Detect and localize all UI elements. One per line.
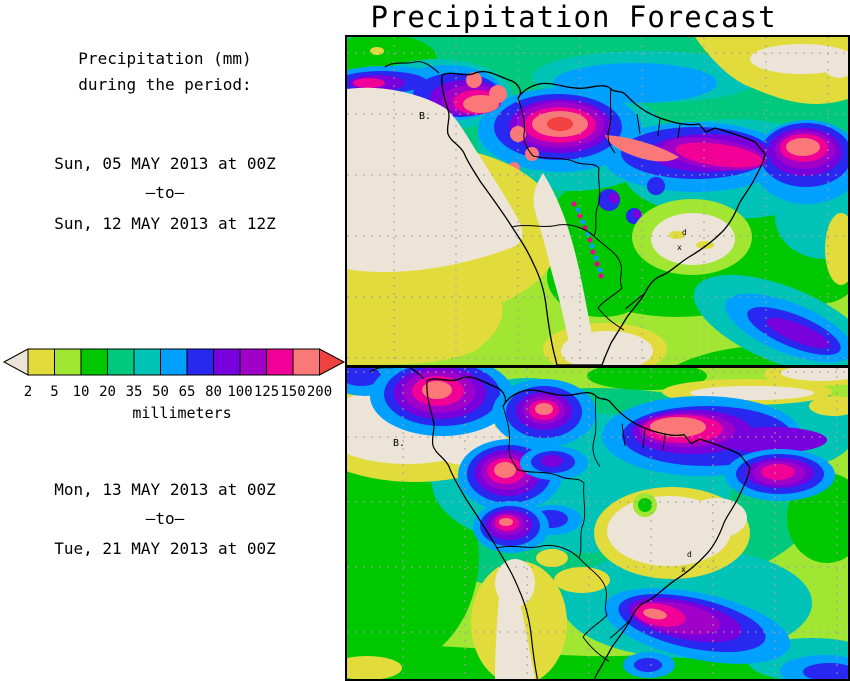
svg-text:150: 150 bbox=[280, 384, 305, 400]
svg-text:80: 80 bbox=[205, 384, 222, 400]
svg-text:100: 100 bbox=[227, 384, 252, 400]
svg-text:5: 5 bbox=[50, 384, 58, 400]
panel-heading-line2: during the period: bbox=[78, 75, 252, 94]
top-precip-field bbox=[347, 37, 848, 365]
page-title: Precipitation Forecast bbox=[370, 0, 777, 34]
legend-unit-label: millimeters bbox=[132, 404, 231, 422]
left-panel: Precipitation (mm) during the period: Su… bbox=[0, 0, 346, 681]
period2-start-date: Mon, 13 MAY 2013 at 00Z bbox=[54, 480, 276, 499]
svg-text:B.: B. bbox=[419, 111, 431, 122]
top-map-marks: B. d x bbox=[419, 111, 687, 252]
legend-tick-labels: 2 5 10 20 35 50 65 80 100 125 150 200 bbox=[24, 384, 332, 400]
legend-low-arrow bbox=[2, 348, 29, 376]
svg-text:x: x bbox=[681, 565, 686, 574]
svg-text:125: 125 bbox=[254, 384, 279, 400]
svg-text:65: 65 bbox=[179, 384, 196, 400]
top-map-week1: B. d x bbox=[345, 35, 850, 368]
svg-text:x: x bbox=[677, 243, 682, 252]
bottom-map-week2: B. d x bbox=[345, 368, 850, 681]
precipitation-color-scale: 2 5 10 20 35 50 65 80 100 125 150 200 mi… bbox=[2, 348, 346, 422]
top-coastline bbox=[384, 61, 766, 365]
svg-text:2: 2 bbox=[24, 384, 32, 400]
bottom-map-marks: B. d x bbox=[393, 438, 692, 574]
legend-high-arrow bbox=[319, 348, 346, 376]
period1-end-date: Sun, 12 MAY 2013 at 12Z bbox=[54, 214, 276, 233]
bottom-coastline bbox=[369, 368, 751, 679]
svg-text:20: 20 bbox=[99, 384, 116, 400]
svg-text:d: d bbox=[682, 228, 687, 237]
bottom-precip-field bbox=[347, 368, 848, 679]
period2-end-date: Tue, 21 MAY 2013 at 00Z bbox=[54, 539, 276, 558]
period1-start-date: Sun, 05 MAY 2013 at 00Z bbox=[54, 154, 276, 173]
svg-text:35: 35 bbox=[126, 384, 143, 400]
panel-heading-line1: Precipitation (mm) bbox=[78, 49, 252, 68]
svg-text:200: 200 bbox=[307, 384, 332, 400]
svg-text:B.: B. bbox=[393, 438, 405, 449]
svg-text:50: 50 bbox=[152, 384, 169, 400]
svg-text:10: 10 bbox=[73, 384, 90, 400]
period2-separator: –to– bbox=[145, 509, 185, 528]
svg-text:d: d bbox=[687, 550, 692, 559]
forecast-maps: B. d x bbox=[345, 35, 850, 681]
legend-boxes bbox=[27, 348, 320, 376]
period1-separator: –to– bbox=[145, 183, 185, 202]
